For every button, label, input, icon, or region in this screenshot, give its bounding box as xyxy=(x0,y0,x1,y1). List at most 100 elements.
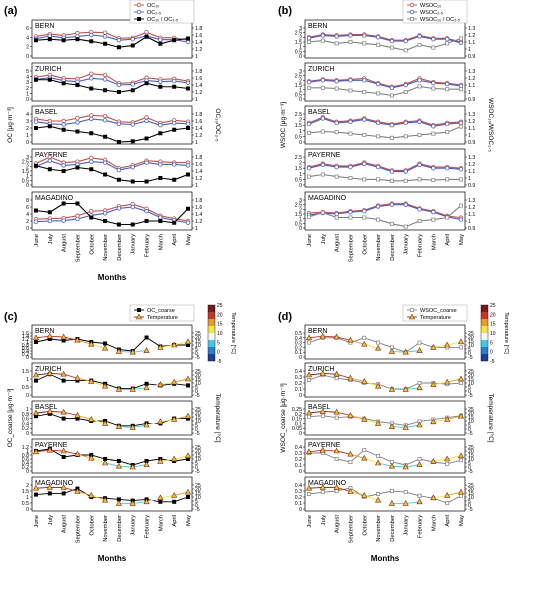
y-tick-label-right: 1.8 xyxy=(195,26,202,32)
temperature-colorbar: -5 0 5 10 15 20 25 Temperature [°C] xyxy=(480,303,509,365)
y-tick-label-right: 0.9 xyxy=(468,183,475,189)
data-point xyxy=(61,201,66,206)
data-point xyxy=(34,208,38,213)
series-line xyxy=(35,413,188,427)
y-tick-label-left: 3 xyxy=(26,80,29,86)
data-point xyxy=(445,41,450,46)
data-point xyxy=(334,457,339,461)
series-temperature xyxy=(32,407,192,430)
x-tick-label: June xyxy=(307,515,313,528)
y-tick-label-right: 10 xyxy=(468,495,474,501)
colorbar-segment xyxy=(481,340,488,347)
data-point xyxy=(403,169,408,174)
temperature-line-segment xyxy=(377,499,393,504)
y-tick-label-right: 20 xyxy=(468,449,474,455)
data-point xyxy=(47,158,53,163)
colorbar-tick-label: 20 xyxy=(490,312,496,318)
data-point xyxy=(184,412,192,419)
data-point xyxy=(74,450,81,457)
data-point xyxy=(144,34,149,39)
data-point xyxy=(61,81,66,86)
data-point xyxy=(334,41,339,46)
x-tick-label: May xyxy=(459,515,465,526)
colorbar-segment xyxy=(208,354,215,361)
temperature-line-segment xyxy=(391,426,406,428)
data-point xyxy=(403,490,408,495)
y-tick-label-left: 2 xyxy=(26,45,29,51)
data-point xyxy=(33,219,39,224)
data-point xyxy=(34,492,38,497)
station-label: PAYERNE xyxy=(308,152,341,159)
temperature-line-segment xyxy=(419,384,434,389)
series-line xyxy=(35,156,188,169)
y-tick-label-left: 2.5 xyxy=(295,112,302,118)
data-point xyxy=(88,340,95,347)
y-tick-label-right: -5 xyxy=(195,393,200,399)
data-point xyxy=(47,491,52,496)
colorbar-tick-label: -5 xyxy=(490,359,495,365)
x-tick-label: April xyxy=(172,234,178,246)
temperature-line-segment xyxy=(63,336,78,341)
y-tick-label-left: 0.15 xyxy=(292,417,302,423)
y-tick-label-left: 2 xyxy=(26,164,29,170)
station-label: MAGADINO xyxy=(35,195,74,202)
series-oc-oc xyxy=(34,124,190,144)
colorbar-frame xyxy=(480,304,489,362)
data-point xyxy=(307,378,311,382)
temperature-line-segment xyxy=(350,453,365,459)
data-point xyxy=(115,499,123,506)
data-point xyxy=(388,385,396,392)
y-tick-label-right: 15 xyxy=(195,415,201,421)
data-point xyxy=(375,164,381,170)
data-point xyxy=(158,79,163,84)
y-tick-label-right: 0 xyxy=(195,465,198,471)
data-point xyxy=(34,77,38,82)
temperature-line-segment xyxy=(377,385,393,390)
plot-frame xyxy=(31,148,193,188)
series-line xyxy=(308,162,462,171)
data-point xyxy=(33,119,39,124)
data-point xyxy=(376,134,381,139)
data-point xyxy=(143,498,150,505)
legend-entry: WSOC₂.₅ xyxy=(420,10,443,16)
data-point xyxy=(75,378,80,383)
x-tick-label: November xyxy=(103,234,109,261)
y-tick-label-right: 1.8 xyxy=(195,198,202,204)
x-tick-label: October xyxy=(362,515,368,536)
y-tick-label-left: 0.5 xyxy=(295,331,302,337)
temperature-line-segment xyxy=(364,457,379,464)
temperature-line-segment xyxy=(146,497,161,503)
data-point xyxy=(32,448,40,455)
series-line xyxy=(35,488,189,503)
plot-frame xyxy=(304,438,466,474)
data-point xyxy=(116,121,122,126)
x-tick-label: January xyxy=(404,515,410,536)
y-tick-label-left: 6 xyxy=(26,26,29,32)
temperature-line-segment xyxy=(49,372,64,375)
data-point xyxy=(130,43,135,48)
y-tick-label-right: 5 xyxy=(195,423,198,429)
temperature-line-segment xyxy=(350,377,365,382)
y-tick-label-left: 0.3 xyxy=(295,375,302,381)
y-tick-label-left: 0.2 xyxy=(22,465,29,471)
y-tick-label-left: 0.4 xyxy=(22,349,29,355)
data-point xyxy=(389,202,395,207)
temperature-line-segment xyxy=(391,350,406,353)
data-point xyxy=(171,341,178,348)
y-tick-label-right: 1.8 xyxy=(195,112,202,118)
y-tick-label-right: 25 xyxy=(468,369,474,375)
y-tick-label-left: 1 xyxy=(26,174,29,180)
data-point xyxy=(444,491,451,498)
data-point xyxy=(157,418,164,425)
data-point xyxy=(417,34,422,39)
y-tick-label-left: 0 xyxy=(26,226,29,232)
data-point xyxy=(89,86,94,91)
y-tick-label-left: 4 xyxy=(26,112,29,118)
y-tick-label-right: 5 xyxy=(468,499,471,505)
series-oc xyxy=(33,204,191,225)
temperature-line-segment xyxy=(322,372,337,375)
